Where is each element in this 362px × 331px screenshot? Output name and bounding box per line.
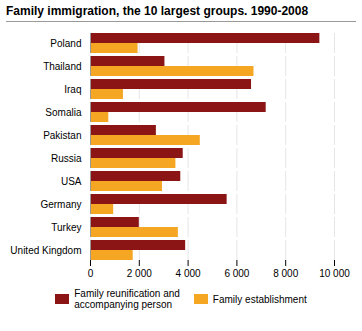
- svg-text:Russia: Russia: [51, 153, 82, 164]
- html-text:Family establishment: Family establishment: [212, 293, 307, 305]
- svg-text:10 000: 10 000: [319, 268, 350, 279]
- svg-text:Somalia: Somalia: [45, 107, 82, 118]
- svg-text:Poland: Poland: [50, 38, 81, 49]
- html-text:Family immigration, the 10 lar: Family immigration, the 10 largest group…: [6, 4, 309, 18]
- svg-text:2 000: 2 000: [127, 268, 152, 279]
- svg-text:0: 0: [88, 268, 94, 279]
- svg-text:Pakistan: Pakistan: [43, 130, 81, 141]
- svg-text:Turkey: Turkey: [51, 222, 81, 233]
- svg-text:United Kingdom: United Kingdom: [10, 245, 81, 256]
- svg-text:USA: USA: [61, 176, 82, 187]
- svg-text:Germany: Germany: [40, 199, 81, 210]
- html-text:Family reunification and accom: Family reunification and accompanying pe…: [74, 288, 180, 310]
- svg-text:6 000: 6 000: [224, 268, 249, 279]
- svg-text:Iraq: Iraq: [64, 84, 81, 95]
- svg-text:Thailand: Thailand: [43, 61, 81, 72]
- svg-text:4 000: 4 000: [176, 268, 201, 279]
- svg-text:8 000: 8 000: [273, 268, 298, 279]
